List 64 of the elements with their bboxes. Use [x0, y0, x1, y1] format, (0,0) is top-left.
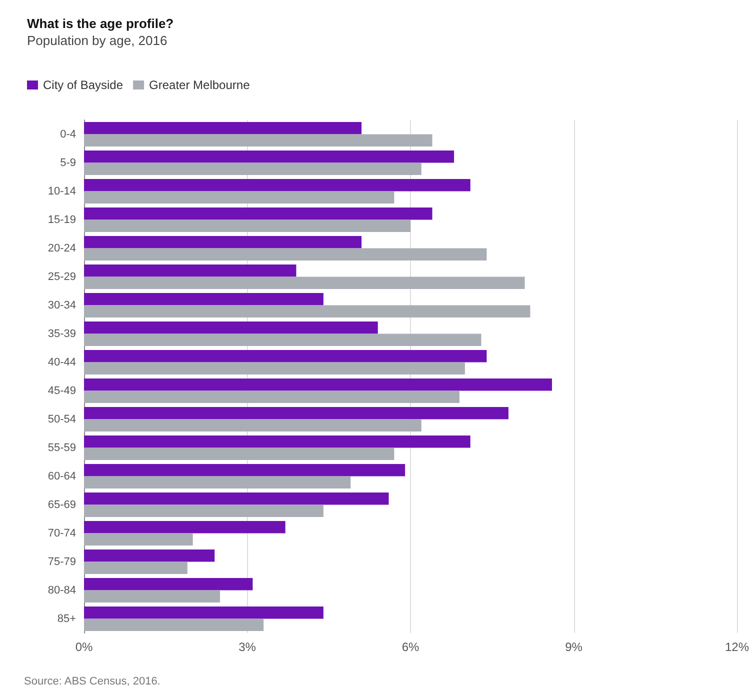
x-tick-label: 12% — [724, 640, 750, 654]
y-tick-label: 80-84 — [48, 584, 76, 596]
y-tick-label: 50-54 — [48, 413, 76, 426]
bar — [84, 220, 410, 232]
bar — [84, 191, 394, 204]
bar — [84, 207, 432, 220]
bar — [84, 464, 406, 476]
bar — [84, 448, 394, 460]
y-tick-label: 20-24 — [48, 242, 76, 254]
bar — [84, 578, 253, 590]
bar — [84, 520, 286, 534]
bar — [84, 321, 378, 334]
bar — [84, 606, 324, 619]
bar — [84, 476, 351, 489]
bar — [84, 549, 215, 562]
bar — [84, 305, 530, 318]
bar — [84, 178, 470, 192]
bar — [84, 390, 460, 404]
bar — [84, 406, 508, 420]
y-tick-label: 0-4 — [60, 128, 76, 140]
bar — [84, 276, 525, 290]
bar — [84, 248, 487, 261]
bar — [84, 122, 362, 134]
bar — [84, 533, 193, 546]
bar — [84, 150, 454, 163]
y-tick-label: 40-44 — [48, 356, 76, 368]
bar — [84, 264, 296, 277]
y-tick-label: 10-14 — [48, 185, 76, 198]
bar — [84, 492, 389, 505]
bar — [84, 350, 487, 362]
legend-label: Greater Melbourne — [149, 78, 250, 92]
bar — [84, 504, 324, 518]
y-tick-label: 25-29 — [48, 270, 76, 283]
y-tick-label: 30-34 — [48, 299, 76, 312]
x-tick-label: 3% — [238, 640, 256, 654]
y-tick-label: 60-64 — [48, 470, 76, 482]
y-tick-label: 70-74 — [48, 527, 76, 540]
y-tick-label: 75-79 — [48, 556, 76, 568]
y-tick-label: 35-39 — [48, 328, 76, 340]
bar — [84, 590, 220, 603]
bar — [84, 362, 465, 375]
bar — [84, 378, 552, 391]
bar — [84, 236, 362, 248]
bar — [84, 334, 482, 346]
source-note: Source: ABS Census, 2016. — [24, 676, 160, 688]
y-tick-label: 5-9 — [60, 156, 76, 169]
chart-title: What is the age profile? — [27, 16, 174, 31]
x-tick-label: 0% — [75, 640, 93, 654]
bar — [84, 134, 432, 147]
y-tick-label: 15-19 — [48, 214, 76, 226]
bar — [84, 435, 470, 448]
legend-label: City of Bayside — [43, 78, 124, 92]
y-tick-label: 85+ — [57, 612, 76, 625]
bar — [84, 419, 422, 432]
bar — [84, 292, 324, 306]
y-tick-label: 55-59 — [48, 442, 76, 454]
y-tick-label: 45-49 — [48, 384, 76, 397]
y-tick-label: 65-69 — [48, 498, 76, 511]
bar — [84, 562, 188, 574]
x-tick-label: 6% — [402, 640, 420, 654]
bar — [84, 162, 422, 176]
chart-subtitle: Population by age, 2016 — [27, 33, 168, 48]
x-tick-label: 9% — [565, 640, 583, 654]
bar — [84, 618, 264, 632]
